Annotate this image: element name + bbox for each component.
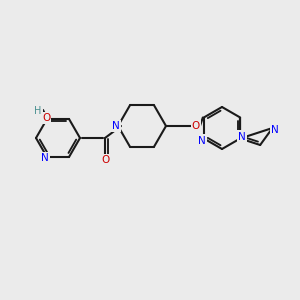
Text: O: O xyxy=(42,113,50,123)
Text: N: N xyxy=(271,125,278,135)
Text: N: N xyxy=(198,136,206,146)
Text: O: O xyxy=(192,121,200,131)
Text: N: N xyxy=(112,121,120,131)
Text: H: H xyxy=(34,106,42,116)
Text: O: O xyxy=(101,155,109,165)
Text: N: N xyxy=(238,131,246,142)
Text: N: N xyxy=(41,153,49,163)
